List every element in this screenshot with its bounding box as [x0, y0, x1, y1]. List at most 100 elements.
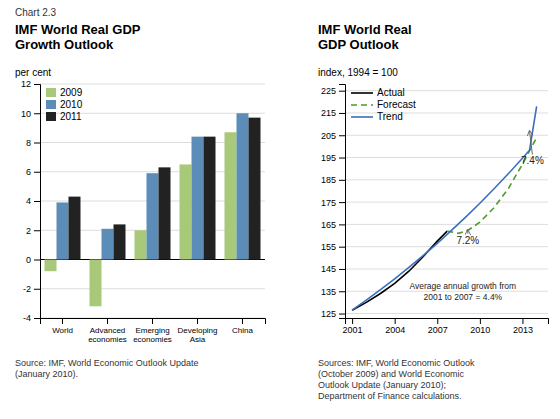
tick-mark — [34, 289, 40, 290]
source: Source: IMF, World Economic Outlook Upda… — [15, 358, 198, 379]
tick-label: World — [52, 326, 73, 335]
grid-line — [40, 288, 265, 289]
grid — [40, 84, 265, 318]
bar — [225, 132, 237, 259]
subtitle: Chart 2.3 — [15, 7, 57, 18]
text-line: IMF World Real — [318, 22, 412, 37]
text-line: Source: IMF, World Economic Outlook Upda… — [15, 358, 198, 368]
text-line: economies — [133, 335, 172, 344]
bar — [147, 173, 159, 259]
tick-mark — [437, 318, 438, 324]
tick-label: 2007 — [428, 325, 448, 335]
tick-label: -4 — [23, 313, 31, 323]
bars — [45, 113, 261, 306]
tick-mark — [339, 291, 345, 292]
grid-line — [345, 202, 548, 203]
tick-label: 2010 — [470, 325, 490, 335]
x-tick: 2004 — [385, 318, 405, 335]
x-tick: China — [232, 318, 253, 335]
y-tick: 8 — [26, 138, 40, 148]
tick-mark — [339, 180, 345, 181]
grid-line — [345, 112, 548, 113]
y-tick: 165 — [321, 220, 345, 230]
grid-line — [40, 84, 265, 85]
legend: ActualForecastTrend — [351, 87, 416, 122]
bar — [57, 202, 69, 259]
tick-label: 12 — [21, 79, 31, 89]
tick-mark — [34, 172, 40, 173]
bar — [237, 113, 249, 259]
x-tick: DevelopingAsia — [177, 318, 217, 344]
text-line: (October 2009) and World Economic — [318, 369, 464, 379]
legend-swatch — [46, 112, 56, 121]
tick-label: -2 — [23, 284, 31, 294]
x-axis: WorldAdvancedeconomiesEmergingeconomiesD… — [41, 318, 266, 344]
tick-mark — [339, 269, 345, 270]
title: IMF World RealGDP Outlook — [318, 22, 412, 52]
grid-line — [345, 179, 548, 180]
grid-line — [345, 246, 548, 247]
text-line: Developing — [177, 326, 217, 335]
tick-mark — [34, 201, 40, 202]
tick-mark — [339, 247, 345, 248]
axis-line — [339, 85, 346, 319]
text-line: Outlook Update (January 2010); — [318, 380, 446, 390]
y-tick: 225 — [321, 86, 345, 96]
tick-mark — [34, 113, 40, 114]
x-tick: World — [52, 318, 73, 335]
tick-label: 125 — [321, 309, 336, 319]
y-tick: 6 — [26, 167, 40, 177]
tick-mark — [339, 91, 345, 92]
line-chart: IMF World RealGDP Outlook125135145155165… — [318, 22, 549, 401]
y-tick: 195 — [321, 153, 345, 163]
tick-mark — [107, 318, 108, 324]
tick-label: 8 — [26, 138, 31, 148]
tick-mark — [339, 158, 345, 159]
tick-label: DevelopingAsia — [177, 326, 217, 344]
text-line: (January 2010). — [15, 369, 78, 379]
axis-line — [346, 319, 549, 325]
tick-mark — [34, 260, 40, 261]
tick-mark — [339, 113, 345, 114]
tick-mark — [480, 318, 481, 324]
tick-label: 6 — [26, 167, 31, 177]
y-axis: -4-2024681012 — [21, 79, 41, 323]
line — [447, 137, 536, 233]
tick-mark — [197, 318, 198, 324]
grid-line — [345, 157, 548, 158]
legend-swatch — [351, 116, 373, 118]
grid-line — [345, 268, 548, 269]
y-tick: 4 — [26, 196, 40, 206]
legend-label: Actual — [377, 87, 405, 98]
bar — [102, 229, 114, 260]
legend-label: Forecast — [377, 99, 416, 110]
y-tick: 215 — [321, 108, 345, 118]
x-tick: 2007 — [428, 318, 448, 335]
x-axis: 20012004200720102013 — [343, 318, 549, 335]
bar — [114, 224, 126, 259]
grid-line — [345, 90, 548, 91]
legend-item: 2009 — [46, 87, 83, 98]
text-line: Asia — [190, 335, 206, 344]
y-axis-title: per cent — [15, 67, 51, 78]
tick-mark — [34, 84, 40, 85]
y-tick: 10 — [21, 109, 40, 119]
tick-label: 195 — [321, 153, 336, 163]
text-line: economies — [88, 335, 127, 344]
grid-line — [345, 224, 548, 225]
y-tick: 185 — [321, 175, 345, 185]
y-tick: 175 — [321, 197, 345, 207]
y-axis-title: index, 1994 = 100 — [318, 67, 398, 78]
legend-swatch — [46, 100, 56, 109]
x-tick: Emergingeconomies — [133, 318, 172, 344]
grid-line — [345, 313, 548, 314]
legend-swatch — [46, 88, 56, 97]
text-line: Department of Finance calculations. — [318, 391, 462, 401]
y-tick: 0 — [26, 255, 40, 265]
tick-mark — [339, 202, 345, 203]
text-line: China — [232, 326, 253, 335]
text-line: 7.4% — [521, 155, 544, 166]
bar — [135, 230, 147, 259]
tick-label: 155 — [321, 242, 336, 252]
y-tick: 12 — [21, 79, 40, 89]
